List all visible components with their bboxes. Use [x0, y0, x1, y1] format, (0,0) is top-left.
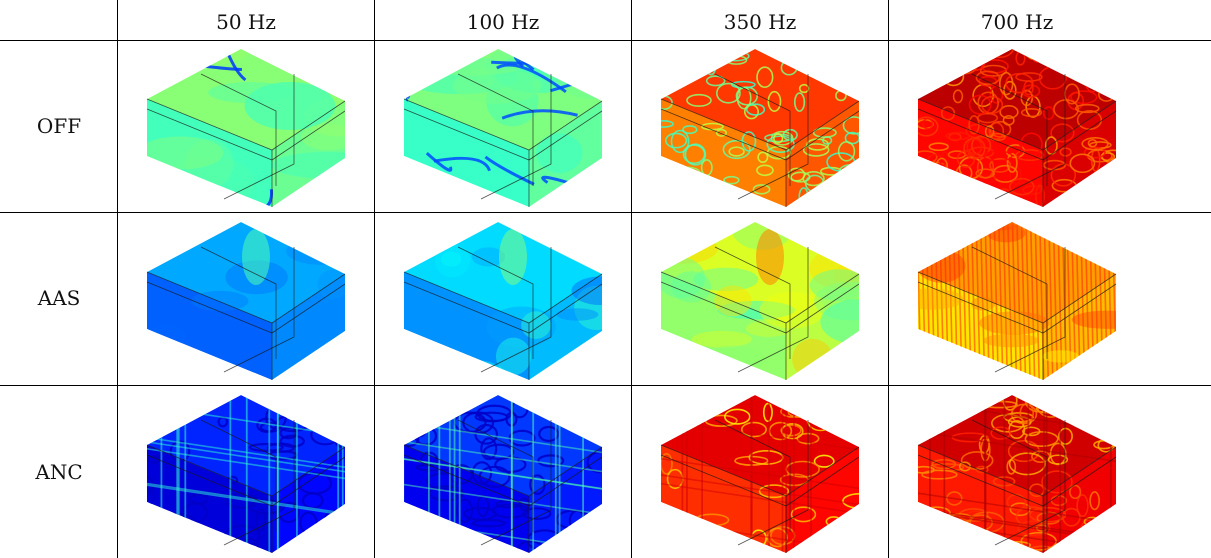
right-face: [786, 274, 859, 380]
right-face: [272, 274, 345, 380]
right-face: [272, 447, 345, 553]
left-face: [147, 272, 272, 380]
panel-anc-700hz: [917, 395, 1117, 553]
panel-off-700hz: [917, 49, 1117, 207]
column-header-350hz: 350 Hz: [724, 10, 797, 34]
row-headers: OFF AAS ANC: [34, 114, 82, 484]
left-face: [404, 99, 529, 207]
left-face: [918, 445, 1043, 553]
right-face: [786, 447, 859, 553]
panel-anc-350hz: [660, 395, 860, 553]
top-face: [661, 395, 859, 496]
row-header-anc: ANC: [34, 460, 82, 484]
column-header-700hz: 700 Hz: [981, 10, 1054, 34]
left-face: [661, 445, 786, 553]
row-header-off: OFF: [37, 114, 81, 138]
panel-aas-100hz: [403, 222, 603, 380]
left-face: [404, 272, 529, 380]
panel-grid: [146, 49, 1117, 553]
panel-aas-350hz: [660, 222, 860, 380]
panel-aas-50hz: [146, 222, 346, 380]
panel-off-50hz: [146, 49, 346, 207]
column-headers: 50 Hz 100 Hz 350 Hz 700 Hz: [216, 10, 1053, 34]
row-header-aas: AAS: [37, 286, 81, 310]
left-face: [661, 272, 786, 380]
top-face: [918, 395, 1116, 496]
panel-anc-50hz: [146, 395, 346, 553]
panel-off-350hz: [660, 49, 860, 207]
panel-off-100hz: [403, 49, 603, 207]
right-face: [529, 274, 602, 380]
panel-anc-100hz: [403, 395, 603, 553]
right-face: [1043, 447, 1116, 553]
column-header-100hz: 100 Hz: [467, 10, 540, 34]
column-header-50hz: 50 Hz: [216, 10, 276, 34]
panel-aas-700hz: [917, 222, 1117, 380]
